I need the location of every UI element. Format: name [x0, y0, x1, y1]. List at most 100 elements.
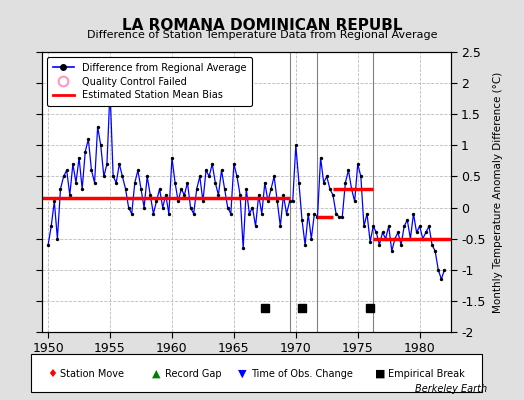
- Point: [236, 192, 244, 198]
- Text: ■: ■: [375, 369, 385, 379]
- Point: [214, 192, 223, 198]
- Point: [286, 198, 294, 204]
- Point: [88, 167, 96, 174]
- Text: Berkeley Earth: Berkeley Earth: [415, 384, 487, 394]
- Point: [301, 242, 309, 248]
- Point: [375, 242, 384, 248]
- Point: [403, 217, 411, 223]
- Text: Time of Obs. Change: Time of Obs. Change: [252, 369, 353, 379]
- Point: [208, 161, 216, 167]
- Point: [180, 192, 189, 198]
- Point: [437, 276, 445, 282]
- Point: [217, 167, 226, 174]
- Point: [50, 198, 59, 204]
- Point: [165, 210, 173, 217]
- Point: [103, 161, 111, 167]
- Point: [106, 86, 114, 92]
- Point: [289, 198, 297, 204]
- Point: [394, 229, 402, 236]
- Point: [304, 210, 312, 217]
- Point: [199, 198, 207, 204]
- Point: [409, 210, 418, 217]
- Point: [100, 173, 108, 180]
- Point: [264, 198, 272, 204]
- Point: [118, 173, 127, 180]
- Text: LA ROMANA DOMINICAN REPUBL: LA ROMANA DOMINICAN REPUBL: [122, 18, 402, 33]
- Point: [360, 223, 368, 230]
- Point: [156, 186, 164, 192]
- Point: [230, 161, 238, 167]
- Point: [183, 180, 192, 186]
- Point: [307, 236, 315, 242]
- Point: [226, 210, 235, 217]
- Point: [366, 238, 374, 245]
- Text: Difference of Station Temperature Data from Regional Average: Difference of Station Temperature Data f…: [87, 30, 437, 40]
- Point: [245, 210, 254, 217]
- Point: [419, 236, 427, 242]
- Point: [96, 142, 105, 148]
- Point: [440, 266, 449, 273]
- Point: [122, 186, 130, 192]
- Point: [78, 186, 86, 192]
- Point: [273, 198, 281, 204]
- Text: ▼: ▼: [238, 369, 247, 379]
- Point: [146, 192, 155, 198]
- Point: [270, 173, 278, 180]
- Point: [195, 173, 204, 180]
- Point: [428, 242, 436, 248]
- Point: [112, 180, 121, 186]
- Text: ♦: ♦: [47, 369, 57, 379]
- Y-axis label: Monthly Temperature Anomaly Difference (°C): Monthly Temperature Anomaly Difference (…: [493, 71, 503, 313]
- Point: [187, 204, 195, 211]
- Point: [152, 198, 161, 204]
- Point: [258, 210, 266, 217]
- Point: [276, 223, 285, 230]
- Point: [140, 204, 148, 211]
- Point: [202, 167, 210, 174]
- Point: [416, 223, 424, 230]
- Point: [66, 192, 74, 198]
- Text: ▲: ▲: [152, 369, 160, 379]
- Point: [341, 180, 350, 186]
- Point: [267, 186, 275, 192]
- Point: [177, 186, 185, 192]
- Point: [260, 180, 269, 186]
- Text: Empirical Break: Empirical Break: [388, 369, 464, 379]
- Point: [378, 229, 387, 236]
- Point: [59, 173, 68, 180]
- Point: [124, 204, 133, 211]
- Point: [192, 186, 201, 192]
- Point: [81, 148, 90, 155]
- Point: [372, 229, 380, 236]
- Point: [397, 242, 405, 248]
- Point: [168, 154, 176, 161]
- Point: [298, 217, 306, 223]
- Point: [84, 136, 93, 142]
- Point: [323, 173, 331, 180]
- Point: [158, 204, 167, 211]
- Point: [344, 167, 353, 174]
- Point: [294, 180, 303, 186]
- Point: [221, 186, 229, 192]
- Point: [69, 161, 77, 167]
- Point: [313, 214, 322, 220]
- Point: [412, 229, 421, 236]
- Point: [109, 173, 117, 180]
- Point: [56, 186, 64, 192]
- Point: [434, 266, 442, 273]
- Point: [174, 198, 182, 204]
- Point: [391, 236, 399, 242]
- Point: [400, 223, 408, 230]
- Point: [72, 180, 80, 186]
- Point: [292, 142, 300, 148]
- Point: [127, 210, 136, 217]
- Point: [93, 124, 102, 130]
- Point: [75, 154, 83, 161]
- Point: [248, 204, 257, 211]
- Point: [137, 186, 145, 192]
- Point: [53, 236, 62, 242]
- Point: [385, 223, 393, 230]
- Point: [205, 173, 213, 180]
- Point: [357, 173, 365, 180]
- Point: [329, 192, 337, 198]
